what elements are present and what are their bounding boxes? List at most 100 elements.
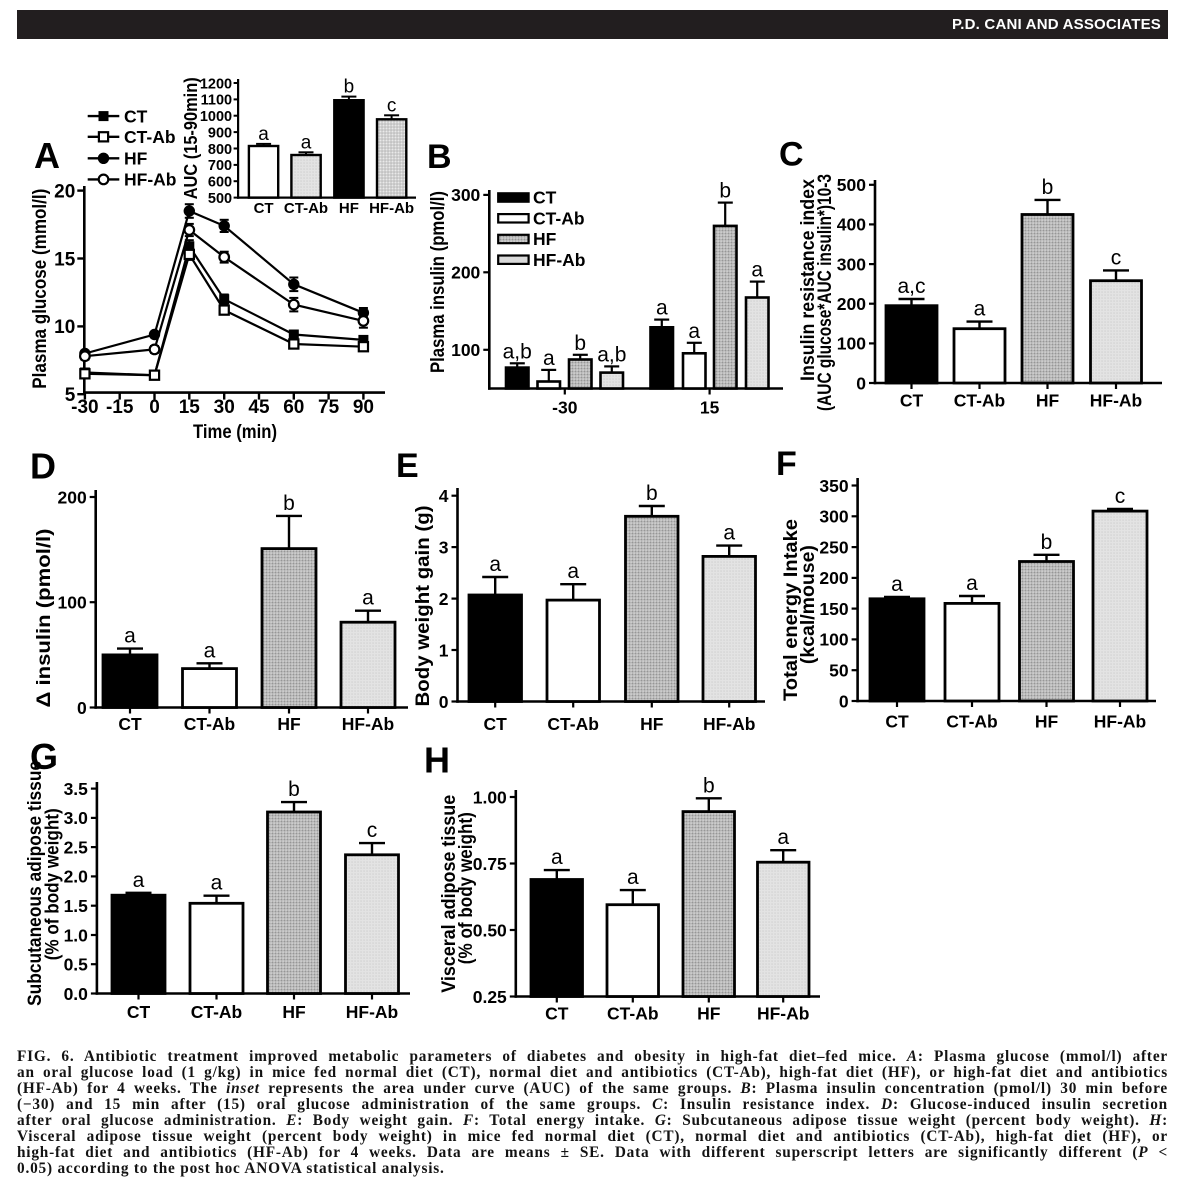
svg-text:0: 0 — [856, 373, 866, 393]
svg-text:C: C — [779, 136, 804, 174]
svg-text:a: a — [777, 826, 789, 849]
svg-text:a: a — [258, 124, 269, 145]
svg-text:1: 1 — [439, 640, 449, 660]
svg-text:0: 0 — [839, 691, 849, 711]
svg-text:c: c — [1111, 246, 1122, 269]
svg-text:15: 15 — [54, 249, 76, 270]
svg-text:Plasma insulin (pmol/l): Plasma insulin (pmol/l) — [427, 191, 449, 373]
svg-text:0.0: 0.0 — [64, 984, 89, 1004]
svg-text:a: a — [891, 573, 903, 596]
svg-text:1000: 1000 — [200, 109, 232, 125]
svg-text:a: a — [362, 587, 374, 610]
svg-text:AUC (15-90min): AUC (15-90min) — [181, 77, 201, 199]
svg-text:-30: -30 — [552, 398, 578, 418]
svg-text:300: 300 — [837, 254, 866, 274]
svg-text:b: b — [344, 77, 355, 98]
svg-text:HF-Ab: HF-Ab — [1090, 390, 1142, 410]
svg-text:HF: HF — [277, 714, 301, 734]
svg-text:150: 150 — [819, 599, 848, 619]
svg-text:CT: CT — [127, 1002, 151, 1022]
svg-text:-15: -15 — [106, 397, 134, 418]
svg-text:HF: HF — [533, 229, 557, 249]
svg-text:-30: -30 — [71, 397, 98, 418]
svg-text:100: 100 — [451, 340, 480, 360]
svg-text:500: 500 — [208, 191, 232, 207]
svg-text:CT: CT — [533, 188, 557, 208]
svg-text:Plasma glucose (mmol/l): Plasma glucose (mmol/l) — [29, 189, 51, 389]
svg-text:HF-Ab: HF-Ab — [1094, 711, 1146, 731]
svg-text:Insulin resistance index: Insulin resistance index — [797, 179, 819, 381]
svg-text:CT-Ab: CT-Ab — [607, 1003, 659, 1023]
svg-text:Visceral adipose tissue: Visceral adipose tissue — [438, 795, 460, 993]
svg-text:b: b — [283, 492, 295, 515]
svg-text:a,b: a,b — [597, 343, 626, 366]
svg-text:HF: HF — [339, 200, 359, 217]
svg-text:CT-Ab: CT-Ab — [533, 209, 585, 229]
svg-text:HF: HF — [1036, 390, 1060, 410]
svg-text:75: 75 — [318, 397, 340, 418]
svg-text:Body weight gain (g): Body weight gain (g) — [412, 506, 434, 707]
svg-text:G: G — [30, 736, 58, 777]
svg-text:F: F — [776, 445, 797, 483]
svg-text:D: D — [30, 446, 56, 487]
svg-text:CT-Ab: CT-Ab — [284, 200, 328, 217]
svg-text:HF: HF — [124, 149, 148, 169]
svg-text:a,b: a,b — [503, 340, 532, 363]
svg-text:CT: CT — [900, 390, 924, 410]
svg-text:b: b — [1042, 176, 1054, 199]
svg-text:700: 700 — [208, 158, 232, 174]
svg-text:a: a — [551, 846, 563, 869]
svg-text:HF: HF — [697, 1003, 721, 1023]
svg-text:0.50: 0.50 — [473, 920, 507, 940]
svg-text:1200: 1200 — [200, 76, 232, 92]
svg-text:B: B — [427, 138, 452, 176]
svg-text:a: a — [656, 297, 668, 320]
svg-text:200: 200 — [819, 568, 848, 588]
svg-text:HF-Ab: HF-Ab — [369, 200, 414, 217]
svg-text:30: 30 — [214, 397, 235, 418]
svg-text:(% of body weight): (% of body weight) — [455, 812, 477, 964]
svg-text:5: 5 — [65, 385, 76, 406]
svg-text:100: 100 — [57, 593, 86, 613]
svg-text:a: a — [204, 639, 216, 662]
svg-text:HF-Ab: HF-Ab — [757, 1003, 809, 1023]
svg-text:CT: CT — [545, 1003, 569, 1023]
svg-text:300: 300 — [819, 507, 848, 527]
svg-text:15: 15 — [179, 397, 201, 418]
svg-text:CT: CT — [118, 714, 142, 734]
svg-text:4: 4 — [439, 486, 449, 506]
svg-text:c: c — [1115, 485, 1126, 508]
svg-text:60: 60 — [283, 397, 304, 418]
svg-text:100: 100 — [837, 334, 866, 354]
svg-text:a: a — [489, 553, 501, 576]
svg-text:CT-Ab: CT-Ab — [124, 127, 176, 147]
svg-text:(kcal/mouse): (kcal/mouse) — [797, 545, 819, 664]
svg-text:800: 800 — [208, 142, 232, 158]
svg-text:b: b — [1041, 531, 1053, 554]
svg-text:E: E — [396, 447, 419, 485]
svg-text:350: 350 — [819, 476, 848, 496]
svg-text:2.0: 2.0 — [64, 867, 89, 887]
svg-text:3.5: 3.5 — [64, 779, 89, 799]
svg-text:a: a — [723, 522, 735, 545]
svg-text:HF-Ab: HF-Ab — [533, 250, 585, 270]
svg-text:200: 200 — [57, 487, 86, 507]
svg-text:1.00: 1.00 — [473, 787, 507, 807]
svg-text:b: b — [719, 180, 731, 203]
svg-text:HF: HF — [1035, 711, 1059, 731]
svg-text:200: 200 — [837, 294, 866, 314]
svg-text:0: 0 — [77, 698, 87, 718]
svg-text:a: a — [133, 869, 145, 892]
svg-text:20: 20 — [54, 181, 75, 202]
svg-text:CT-Ab: CT-Ab — [954, 390, 1006, 410]
svg-text:90: 90 — [353, 397, 374, 418]
svg-text:a: a — [966, 572, 978, 595]
svg-text:CT-Ab: CT-Ab — [547, 714, 599, 734]
svg-text:a: a — [567, 560, 579, 583]
svg-text:HF-Ab: HF-Ab — [124, 170, 176, 190]
svg-text:a: a — [211, 872, 223, 895]
svg-text:Δ insulin (pmol/l): Δ insulin (pmol/l) — [33, 529, 55, 708]
svg-text:0: 0 — [149, 397, 160, 418]
svg-text:Subcutaneous adipose tissue: Subcutaneous adipose tissue — [24, 761, 46, 1006]
svg-text:HF: HF — [282, 1002, 306, 1022]
